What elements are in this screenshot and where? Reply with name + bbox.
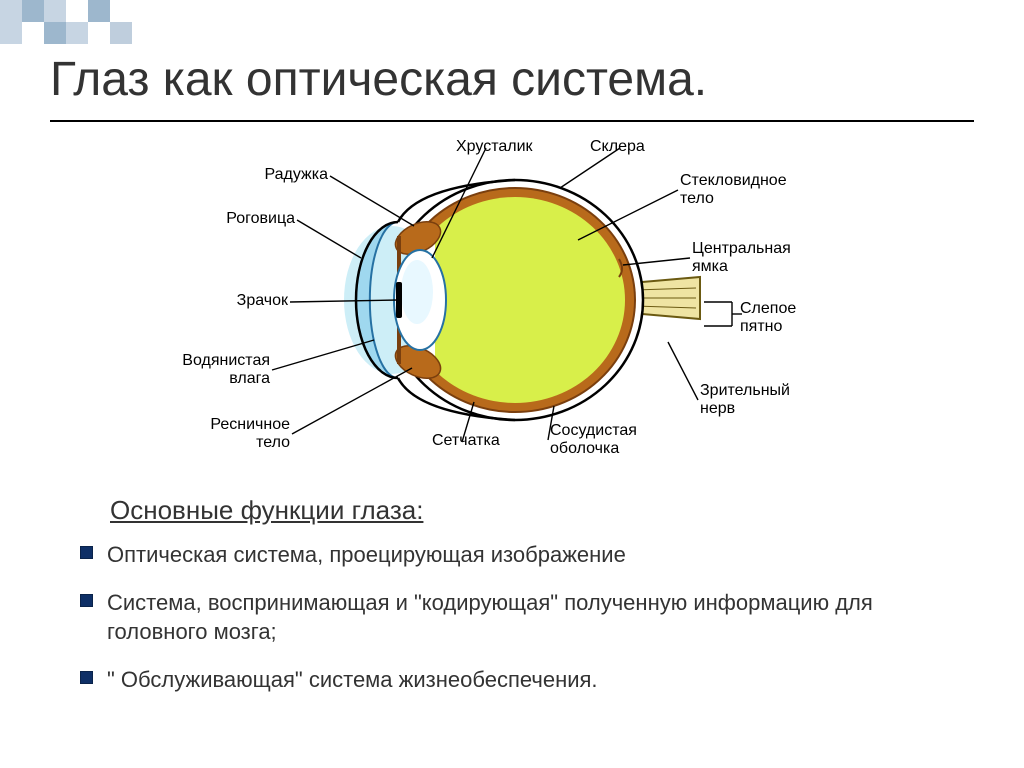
list-item: " Обслуживающая" система жизнеобеспечени… (80, 665, 960, 695)
diagram-label: Ресничноетело (130, 416, 290, 453)
diagram-label: Радужка (168, 166, 328, 184)
diagram-label: Водянистаявлага (110, 352, 270, 389)
bullet-list: Оптическая система, проецирующая изображ… (80, 540, 960, 713)
bullet-text: " Обслуживающая" система жизнеобеспечени… (107, 665, 598, 695)
diagram-label: Стекловидноетело (680, 172, 840, 209)
decorative-band (0, 0, 1024, 40)
diagram-label: Роговица (135, 210, 295, 228)
page-title: Глаз как оптическая система. (50, 52, 707, 107)
diagram-label: Сетчатка (432, 432, 592, 450)
list-item: Система, воспринимающая и "кодирующая" п… (80, 588, 960, 647)
bullet-icon (80, 594, 93, 607)
subtitle: Основные функции глаза: (110, 495, 423, 526)
bullet-text: Оптическая система, проецирующая изображ… (107, 540, 626, 570)
diagram-label: Зрачок (128, 292, 288, 310)
bullet-icon (80, 546, 93, 559)
eye-diagram: РадужкаРоговицаЗрачокВодянистаявлагаРесн… (120, 130, 904, 460)
bullet-text: Система, воспринимающая и "кодирующая" п… (107, 588, 960, 647)
diagram-label: Склера (590, 138, 750, 156)
bullet-icon (80, 671, 93, 684)
slide: Глаз как оптическая система. Радужка Рого… (0, 0, 1024, 768)
diagram-label: Центральнаяямка (692, 240, 852, 277)
diagram-label: Слепоепятно (740, 300, 900, 337)
diagram-label: Зрительныйнерв (700, 382, 860, 419)
list-item: Оптическая система, проецирующая изображ… (80, 540, 960, 570)
title-rule (50, 120, 974, 122)
